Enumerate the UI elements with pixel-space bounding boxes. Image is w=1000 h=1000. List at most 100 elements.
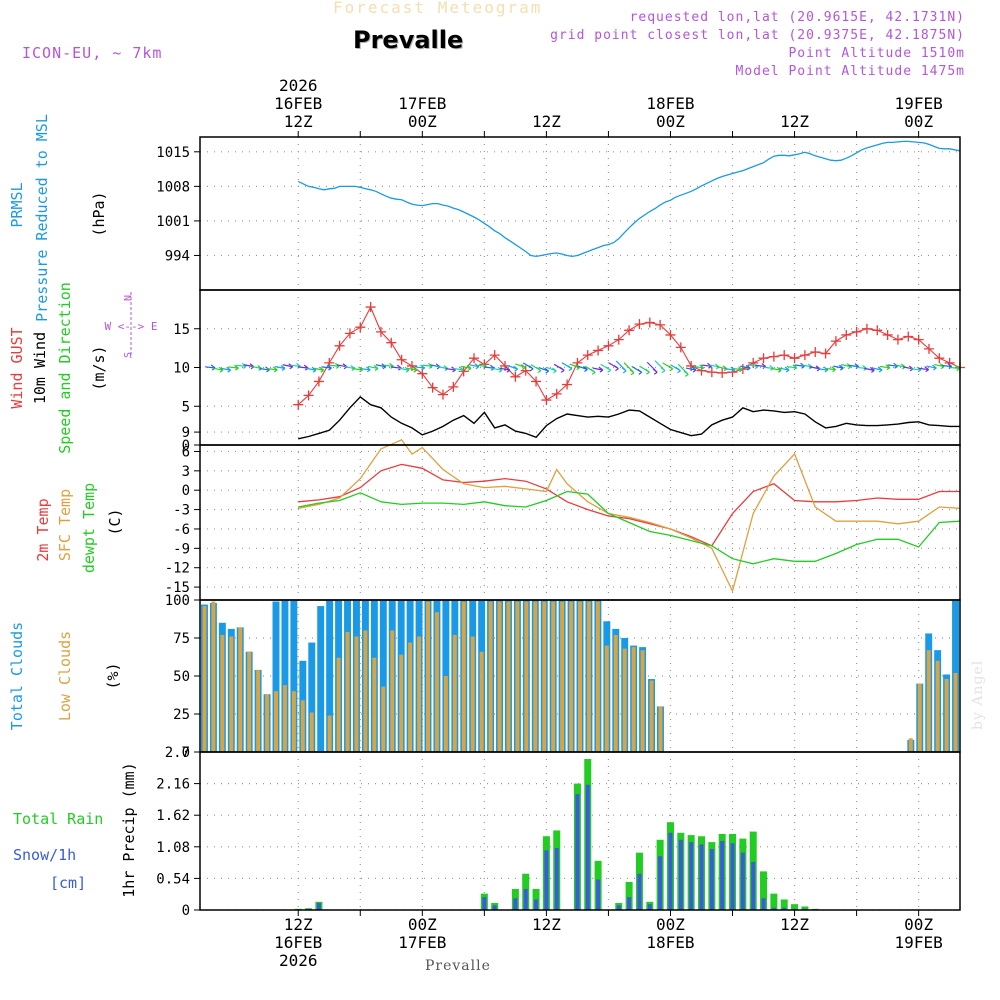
wind-arrow (825, 366, 836, 373)
low-cloud-bar (658, 706, 663, 752)
gust-marker (903, 331, 914, 342)
low-cloud-bar (399, 654, 404, 752)
temp-line-dewpt (298, 490, 961, 565)
low-cloud-bar (944, 679, 949, 752)
time-label-bottom: 12Z (284, 915, 313, 934)
low-cloud-bar (291, 691, 296, 752)
wind-arrow (926, 364, 937, 371)
snow-bar (316, 902, 321, 910)
low-cloud-bar (908, 738, 913, 752)
time-label-top: 12Z (284, 112, 313, 131)
y-tick-label: 1.62 (156, 808, 190, 824)
low-cloud-bar (479, 651, 484, 752)
wind-arrow (538, 366, 549, 374)
snow-bar (523, 888, 528, 910)
low-cloud-bar (497, 601, 502, 752)
gust-marker (293, 399, 304, 410)
time-label-bottom: 16FEB (274, 933, 322, 952)
gust-marker (593, 345, 604, 356)
gust-marker (892, 334, 903, 345)
low-cloud-bar (265, 694, 270, 752)
wind-label-10m: 10m Wind (31, 332, 49, 404)
low-cloud-bar (417, 636, 422, 752)
clouds-unit: (%) (104, 662, 122, 689)
snow-bar (596, 879, 601, 910)
low-cloud-bar (238, 627, 243, 752)
gust-marker (841, 329, 852, 340)
gust-marker (861, 323, 872, 334)
gust-marker (551, 388, 562, 399)
total-cloud-bar (317, 606, 325, 752)
precip-label-rain: Total Rain (13, 810, 103, 828)
y-tick-label: 2.16 (156, 777, 190, 793)
gust-marker (427, 382, 438, 393)
wind-arrow (608, 362, 619, 372)
wind-arrow (406, 366, 418, 373)
time-label-top: 12Z (532, 112, 561, 131)
time-label-top: 00Z (656, 112, 685, 131)
wind-arrow (499, 366, 511, 373)
snow-bar (689, 842, 694, 910)
gust-marker (851, 326, 862, 337)
low-cloud-bar (542, 601, 547, 752)
wind-arrow (918, 366, 929, 373)
y-tick-label: 10 (173, 361, 190, 377)
wind-arrow (220, 366, 232, 373)
wind-arrow (546, 366, 557, 374)
low-cloud-bar (569, 601, 574, 752)
time-label-bottom: 00Z (656, 915, 685, 934)
wind-arrow (685, 366, 697, 373)
wind-arrow (530, 364, 542, 374)
wind-arrow (662, 362, 674, 372)
time-label-top: 17FEB (398, 94, 446, 113)
gust-marker (758, 353, 769, 364)
y-tick-label: -6 (173, 522, 190, 538)
y-tick-label: 9 (182, 425, 190, 441)
wind-arrow (437, 365, 449, 372)
wind-arrow (453, 366, 464, 373)
snow-bar (544, 850, 549, 910)
low-cloud-bar (586, 601, 591, 752)
gust-marker (520, 365, 531, 376)
gust-marker (469, 353, 480, 364)
rain-bar (770, 893, 778, 910)
wind-arrow (515, 363, 526, 370)
snow-bar (658, 856, 663, 910)
wind-arrow (360, 366, 371, 373)
gust-marker (634, 319, 645, 330)
low-cloud-bar (461, 601, 466, 752)
gust-marker (562, 379, 573, 390)
wind-label-gust: Wind GUST (8, 327, 26, 408)
gust-marker (541, 395, 552, 406)
model-name: ICON-EU, ~ 7km (22, 44, 163, 62)
gust-marker (882, 329, 893, 340)
y-tick-label: 6 (182, 444, 190, 460)
snow-bar (699, 844, 704, 910)
gust-marker (386, 337, 397, 348)
snow-bar (647, 904, 652, 910)
low-cloud-bar (578, 601, 582, 752)
time-label-bottom: 17FEB (398, 933, 446, 952)
pressure-unit: (hPa) (90, 191, 108, 236)
y-tick-label: 2.7 (165, 745, 190, 761)
wind-arrow (321, 364, 332, 371)
gust-marker (820, 348, 831, 359)
model-altitude: Model Point Altitude 1475m (735, 64, 965, 79)
total-cloud-bar (281, 600, 289, 752)
forecast-title: Forecast Meteogram (333, 0, 543, 17)
snow-bar (751, 862, 756, 910)
gust-marker (789, 353, 800, 364)
low-cloud-bar (426, 601, 430, 752)
rain-bar (625, 881, 633, 910)
low-cloud-bar (488, 601, 493, 752)
wind-arrow (631, 365, 643, 375)
wind-arrow (670, 364, 681, 374)
wind-arrow (367, 364, 379, 371)
panel-frame-wind (199, 289, 961, 446)
total-cloud-bar (272, 601, 280, 752)
gust-marker (706, 367, 717, 378)
low-cloud-bar (390, 630, 395, 752)
snow-bar (492, 905, 497, 910)
gust-marker (375, 326, 386, 337)
y-tick-label: 3 (182, 464, 190, 480)
